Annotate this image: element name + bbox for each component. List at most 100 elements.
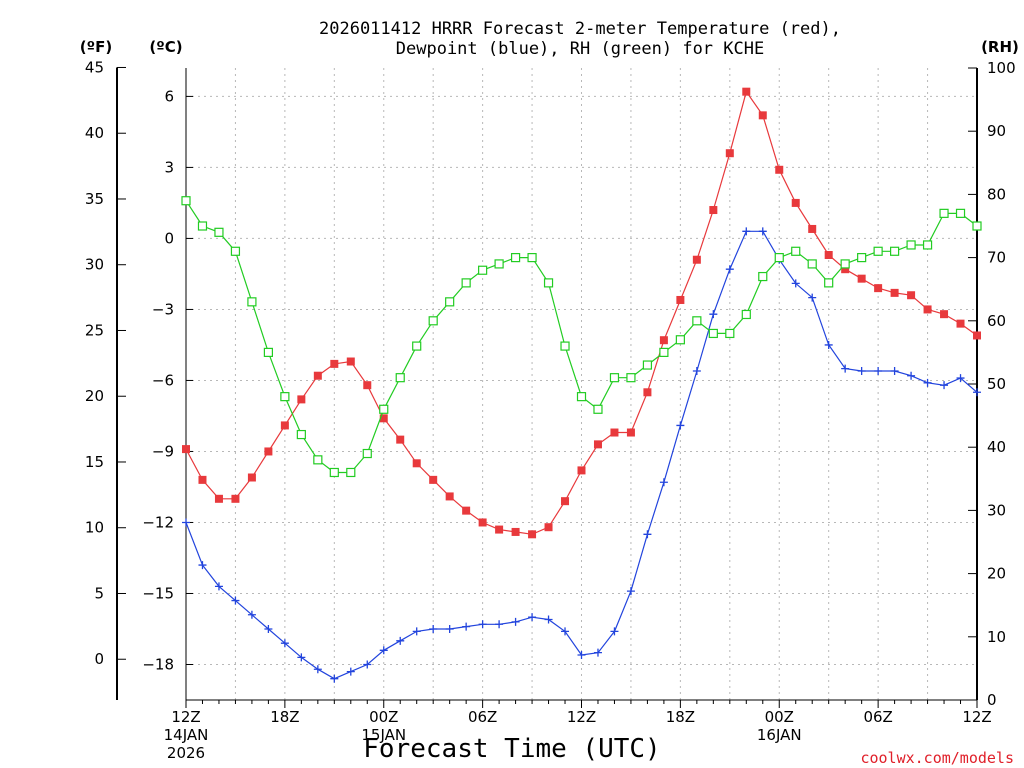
fahrenheit-axis-label: (ºF) [80, 38, 112, 56]
rh-point [922, 240, 933, 250]
rh-point [758, 271, 768, 282]
rh-tick-label: 50 [987, 375, 1006, 393]
rh-point [708, 328, 718, 339]
x-tick-label: 18Z [666, 708, 695, 726]
temperature-point [709, 206, 718, 215]
celsius-axis-label: (ºC) [149, 38, 182, 56]
temperature-point [198, 475, 207, 484]
dewpoint-point [956, 374, 965, 383]
rh-point [576, 392, 587, 402]
x-tick-label: 12Z [962, 708, 991, 726]
dewpoint-point [808, 293, 817, 302]
rh-point [543, 278, 554, 288]
dewpoint-series [182, 227, 981, 683]
dewpoint-point [874, 366, 883, 375]
rh-point [313, 455, 323, 465]
rh-point [263, 347, 273, 357]
rh-point [774, 253, 784, 263]
rh-point [445, 297, 455, 307]
fahrenheit-tick-label: 0 [94, 650, 104, 668]
fahrenheit-tick-label: 45 [85, 58, 104, 76]
dewpoint-point [264, 624, 273, 633]
dewpoint-point [940, 381, 949, 390]
temperature-point [626, 428, 635, 437]
temperature-point [923, 305, 932, 314]
temperature-point [593, 440, 602, 449]
temperature-point [956, 319, 965, 328]
rh-point [906, 240, 916, 250]
dewpoint-point [973, 388, 981, 397]
fahrenheit-tick-label: 15 [85, 453, 104, 471]
dewpoint-point [363, 660, 372, 669]
rh-tick-label: 70 [987, 249, 1006, 267]
dewpoint-point [577, 651, 586, 660]
rh-point [412, 341, 422, 351]
celsius-tick-label: −6 [152, 371, 174, 389]
fahrenheit-tick-label: 35 [85, 190, 104, 208]
rh-point [296, 429, 306, 440]
temperature-point [182, 445, 190, 454]
temperature-point [890, 288, 899, 297]
dewpoint-point [182, 518, 190, 527]
x-tick-date-label: 16JAN [757, 726, 802, 744]
x-tick-date-label: 14JAN [164, 726, 209, 744]
temperature-point [643, 388, 652, 397]
celsius-tick-label: 6 [164, 87, 174, 105]
dewpoint-point [445, 624, 454, 633]
rh-point [840, 259, 850, 269]
dewpoint-point [676, 421, 685, 430]
x-tick-label: 12Z [171, 708, 200, 726]
rh-point [346, 467, 356, 478]
rh-point [626, 373, 636, 383]
dewpoint-point [346, 667, 355, 676]
dewpoint-point [824, 340, 833, 349]
temperature-point [346, 357, 355, 366]
dewpoint-point [923, 378, 932, 387]
rh-point [560, 341, 570, 351]
rh-point [510, 253, 521, 263]
celsius-tick-label: −3 [152, 300, 174, 318]
celsius-tick-label: −15 [142, 584, 174, 602]
dewpoint-point [593, 648, 602, 657]
rh-series [181, 196, 982, 478]
celsius-tick-label: 0 [164, 229, 174, 247]
dewpoint-point [396, 636, 405, 645]
temperature-point [313, 371, 322, 380]
rh-point [329, 467, 339, 478]
x-axis-title: Forecast Time (UTC) [363, 734, 660, 764]
dewpoint-point [610, 627, 619, 636]
temperature-point [973, 331, 981, 340]
rh-point [609, 373, 620, 383]
temperature-point [280, 421, 289, 430]
temperature-point [676, 295, 685, 304]
dewpoint-point [495, 620, 504, 629]
rh-point [593, 404, 603, 414]
axes: 630−3−6−9−12−15−184540353025201510501009… [85, 58, 1016, 762]
temperature-point [874, 284, 883, 293]
temperature-point [610, 428, 619, 437]
dewpoint-point [791, 279, 800, 288]
rh-tick-label: 30 [987, 501, 1006, 519]
rh-point [395, 373, 405, 383]
temperature-point [478, 518, 487, 527]
rh-point [214, 227, 224, 237]
temperature-point [659, 336, 668, 345]
chart-subtitle: Dewpoint (blue), RH (green) for KCHE [396, 39, 764, 59]
x-tick-label: 06Z [468, 708, 497, 726]
temperature-point [330, 359, 339, 368]
temperature-point [445, 492, 454, 501]
dewpoint-point [247, 610, 256, 619]
dewpoint-point [742, 227, 751, 236]
dewpoint-point [511, 617, 520, 626]
temperature-point [429, 475, 438, 484]
rh-point [972, 221, 982, 231]
temperature-point [775, 165, 784, 174]
rh-point [197, 221, 208, 231]
temperature-point [907, 291, 916, 300]
dewpoint-point [214, 582, 223, 591]
rh-tick-label: 60 [987, 312, 1006, 330]
temperature-point [214, 494, 223, 503]
temperature-point [725, 149, 734, 158]
rh-tick-label: 20 [987, 565, 1006, 583]
